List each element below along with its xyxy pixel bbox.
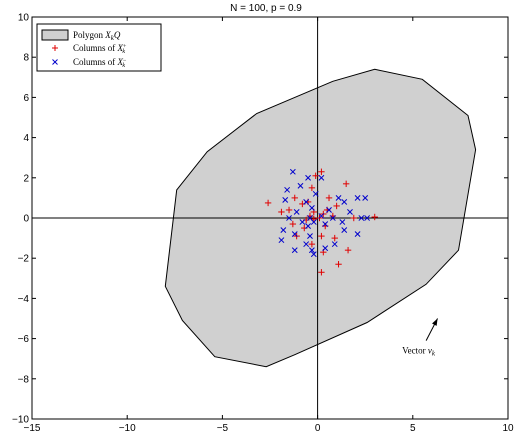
data-point xyxy=(291,247,298,254)
data-point xyxy=(318,174,325,181)
data-point xyxy=(308,184,316,192)
legend-swatch-polygon xyxy=(41,29,69,41)
data-point xyxy=(305,174,311,181)
data-point xyxy=(341,199,348,205)
data-point xyxy=(289,168,296,175)
data-point xyxy=(307,233,313,240)
data-point xyxy=(329,215,336,221)
y-tick-label: 10 xyxy=(18,13,30,24)
chart-title: N = 100, p = 0.9 xyxy=(230,3,302,14)
data-point xyxy=(326,207,332,213)
data-point xyxy=(289,220,297,228)
data-point xyxy=(371,213,378,221)
y-tick-label: −6 xyxy=(18,334,30,345)
data-point xyxy=(284,186,291,193)
data-point xyxy=(333,202,340,210)
data-point xyxy=(358,215,365,221)
y-tick-label: 2 xyxy=(23,173,29,184)
data-point xyxy=(341,227,348,233)
y-tick-label: 6 xyxy=(23,93,29,104)
y-tick-label: −2 xyxy=(18,254,30,265)
y-tick-label: −8 xyxy=(18,374,30,385)
data-point xyxy=(318,232,325,240)
data-point xyxy=(280,227,287,233)
y-tick-label: 8 xyxy=(23,53,29,64)
legend-label-polygon: Polygon XkQ xyxy=(73,30,121,42)
data-point xyxy=(305,223,311,229)
data-point xyxy=(331,234,338,242)
data-point xyxy=(308,205,315,211)
data-point xyxy=(299,219,306,225)
legend-label-plus: Columns of X+ k xyxy=(73,43,127,55)
y-tick-label: 0 xyxy=(23,214,29,225)
data-point xyxy=(318,269,325,276)
data-point xyxy=(282,196,289,203)
data-point xyxy=(286,215,292,221)
data-point xyxy=(354,231,361,237)
x-tick-label: −5 xyxy=(217,423,229,434)
data-point xyxy=(342,180,350,188)
x-tick-label: 5 xyxy=(410,423,416,434)
series-cross xyxy=(278,168,371,258)
data-point xyxy=(310,251,317,258)
data-point xyxy=(318,168,325,175)
y-tick-label: 4 xyxy=(23,133,29,144)
data-point xyxy=(354,194,361,201)
data-point xyxy=(291,194,298,202)
data-point xyxy=(322,245,329,252)
data-point xyxy=(308,247,315,254)
data-point xyxy=(303,241,310,248)
data-point xyxy=(291,231,298,237)
data-point xyxy=(362,194,369,201)
data-point xyxy=(312,172,319,179)
data-point xyxy=(322,221,329,227)
data-point xyxy=(278,237,285,244)
data-point xyxy=(325,194,333,202)
data-point xyxy=(364,215,371,221)
data-point xyxy=(335,194,342,201)
data-point xyxy=(285,206,293,214)
data-point xyxy=(318,213,325,219)
x-tick-label: −15 xyxy=(24,423,41,434)
data-point xyxy=(310,219,317,225)
data-point xyxy=(350,214,357,222)
x-tick-label: 0 xyxy=(315,423,321,434)
y-tick-label: −4 xyxy=(18,294,30,305)
data-point xyxy=(303,199,310,205)
legend-label-cross: Columns of X− k xyxy=(73,57,127,69)
data-point xyxy=(293,209,300,215)
data-point xyxy=(335,261,342,268)
data-point xyxy=(347,209,353,215)
data-point xyxy=(344,246,352,254)
data-point xyxy=(339,219,346,225)
data-point xyxy=(312,190,319,197)
data-point xyxy=(308,240,316,248)
annotation-label: Vector vk xyxy=(402,346,436,358)
data-point xyxy=(297,182,304,189)
data-point xyxy=(278,208,285,216)
legend-marker-cross xyxy=(52,59,58,65)
data-point xyxy=(331,241,338,248)
x-tick-label: −10 xyxy=(119,423,136,434)
annotation-arrowhead xyxy=(432,318,438,326)
y-tick-label: −10 xyxy=(12,415,29,426)
legend-marker-plus xyxy=(52,45,58,51)
data-point xyxy=(264,199,272,207)
x-tick-label: 10 xyxy=(502,423,514,434)
